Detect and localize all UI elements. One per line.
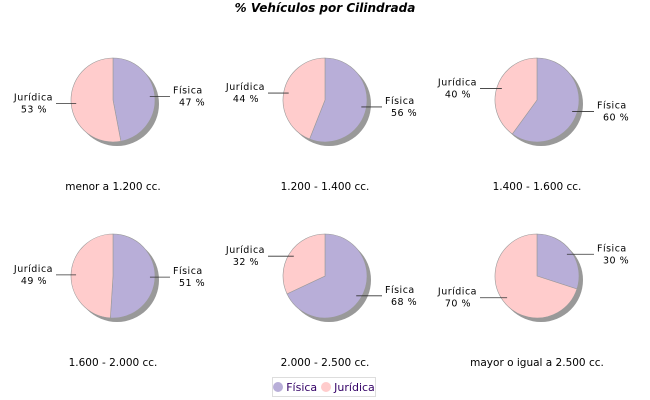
slice-value: 32 % <box>233 257 259 268</box>
pie-slice-fisica <box>511 57 580 143</box>
pie-category-label: 1.400 - 1.600 cc. <box>493 181 582 193</box>
slice-value: 30 % <box>603 255 629 266</box>
legend-item-juridica: Jurídica <box>321 381 375 394</box>
slice-value: 70 % <box>445 299 471 310</box>
slice-label: Física <box>385 285 415 296</box>
slice-label: Jurídica <box>225 245 265 256</box>
slice-value: 68 % <box>391 297 417 308</box>
slice-label: Física <box>597 243 627 254</box>
pie-slice-juridica <box>282 233 326 295</box>
pie-slice-juridica <box>494 233 578 319</box>
pie-category-label: 2.000 - 2.500 cc. <box>281 357 370 369</box>
pie-slice-fisica <box>309 57 368 143</box>
slice-value: 49 % <box>21 276 47 287</box>
slice-value: 60 % <box>603 112 629 123</box>
slice-label: Jurídica <box>13 92 53 103</box>
pie-slice-fisica <box>112 57 156 142</box>
slice-value: 51 % <box>179 278 205 289</box>
slice-value: 44 % <box>233 94 259 105</box>
legend-item-fisica: Física <box>273 381 317 394</box>
legend: Física Jurídica <box>272 377 376 397</box>
chart-title: % Vehículos por Cilindrada <box>234 1 416 15</box>
legend-swatch-juridica <box>321 381 332 392</box>
pie-category-label: 1.600 - 2.000 cc. <box>69 357 158 369</box>
legend-label-fisica: Física <box>286 380 318 394</box>
slice-label: Jurídica <box>437 287 477 298</box>
slice-label: Física <box>173 86 203 97</box>
pie-slice-juridica <box>494 57 538 135</box>
slice-label: Jurídica <box>13 264 53 275</box>
pie-slice-juridica <box>70 57 122 143</box>
pie-slice-fisica <box>286 233 368 319</box>
slice-label: Física <box>385 96 415 107</box>
pie-category-label: 1.200 - 1.400 cc. <box>281 181 370 193</box>
slice-label: Física <box>597 100 627 111</box>
slice-value: 40 % <box>445 90 471 101</box>
slice-value: 56 % <box>391 108 417 119</box>
pie-slice-juridica <box>70 233 114 319</box>
slice-label: Jurídica <box>225 82 265 93</box>
pie-slice-juridica <box>282 57 326 140</box>
pie-slice-fisica <box>536 233 580 290</box>
slice-value: 47 % <box>179 98 205 109</box>
legend-label-juridica: Jurídica <box>334 380 375 394</box>
pie-category-label: mayor o igual a 2.500 cc. <box>470 357 604 369</box>
legend-swatch-fisica <box>273 381 284 392</box>
slice-label: Jurídica <box>437 78 477 89</box>
pie-category-label: menor a 1.200 cc. <box>65 181 160 193</box>
slice-label: Física <box>173 266 203 277</box>
slice-value: 53 % <box>21 104 47 115</box>
